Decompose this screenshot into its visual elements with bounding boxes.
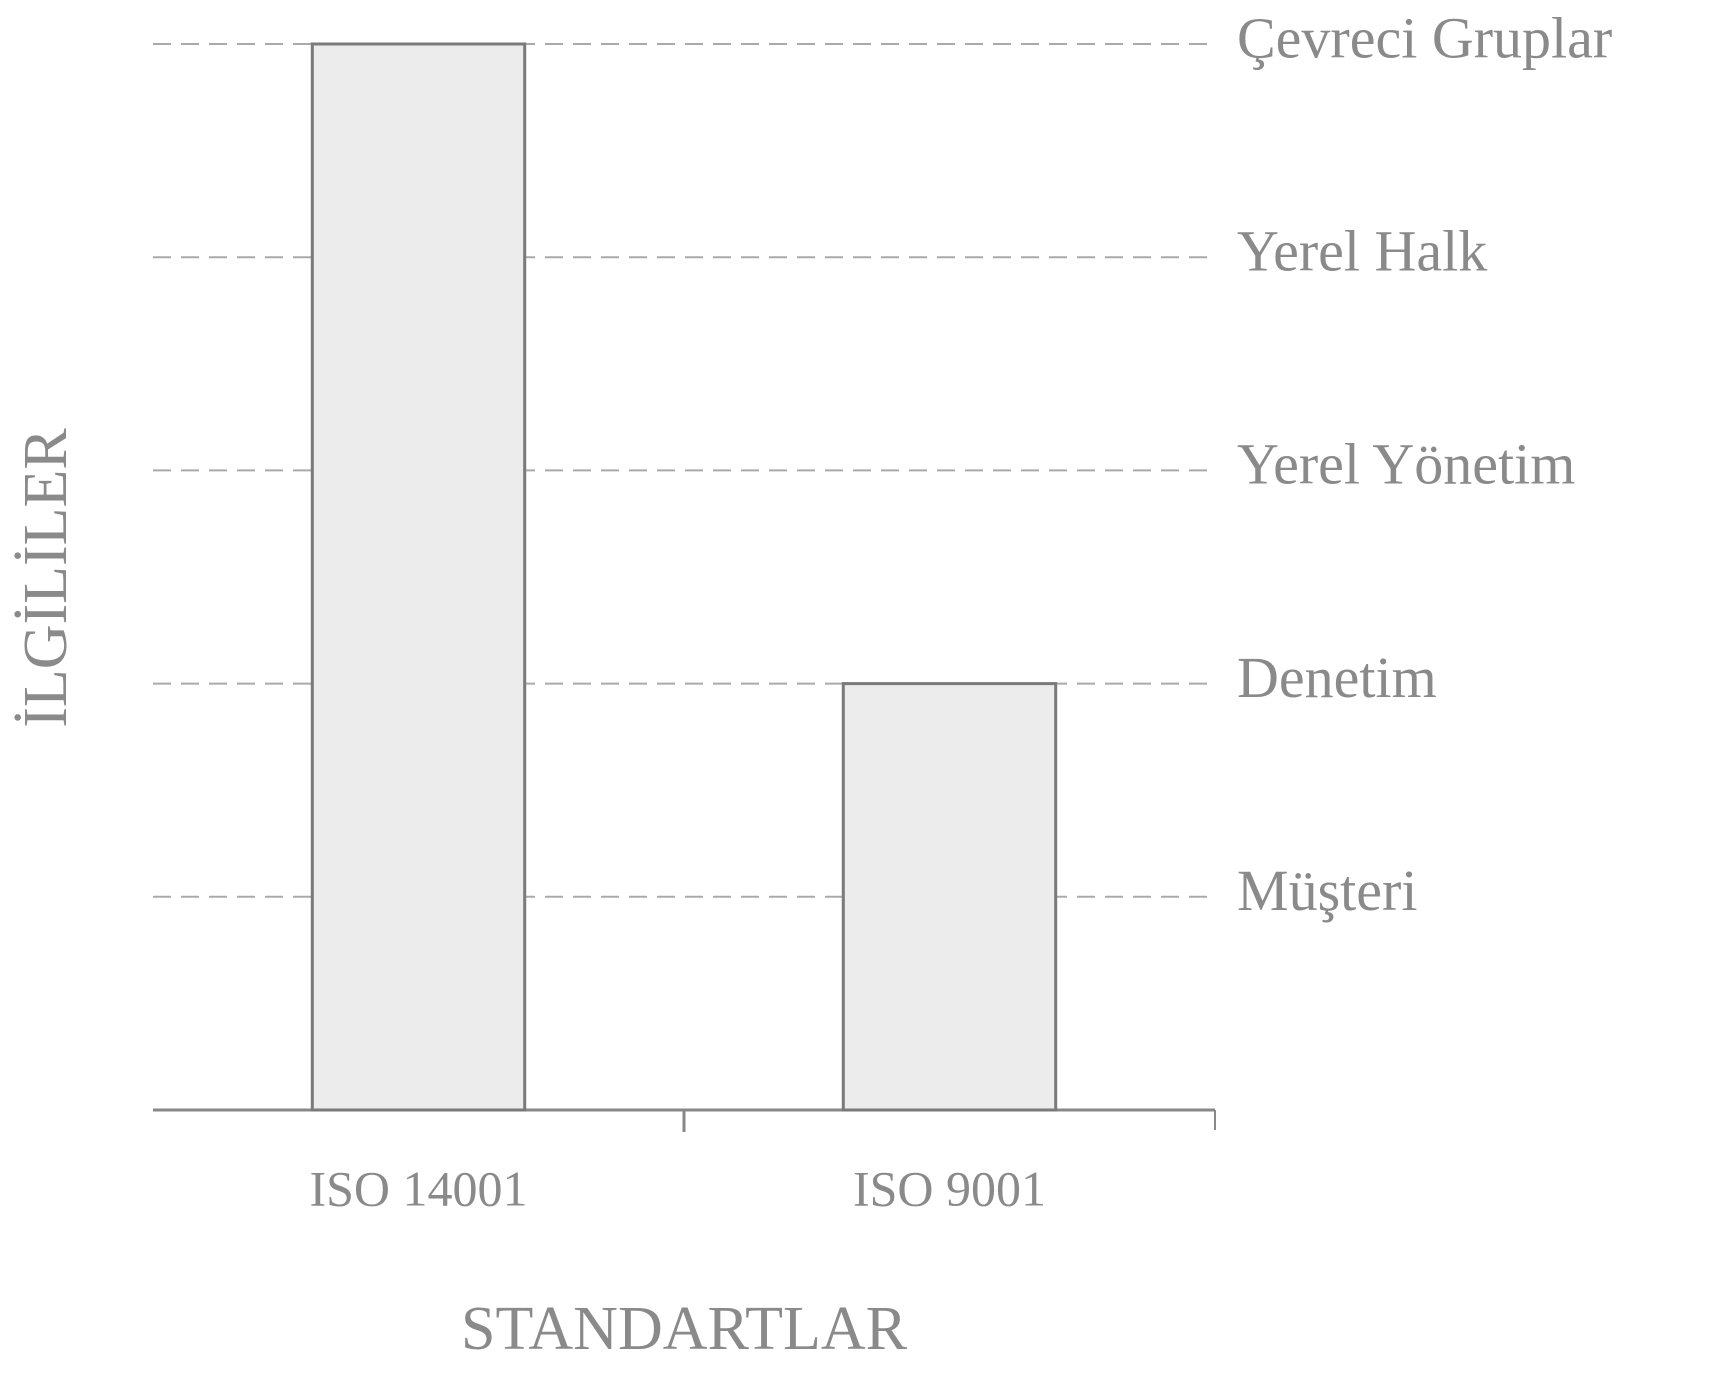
y-tick-label: Çevreci Gruplar [1237,5,1612,70]
y-tick-label: Yerel Yönetim [1237,432,1575,497]
bar [310,42,527,1112]
y-axis-title: İLGİLİLER [12,428,80,728]
x-axis-title: STANDARTLAR [461,1295,908,1363]
bar [841,682,1058,1112]
y-tick-label: Yerel Halk [1237,219,1487,284]
y-tick-label: Denetim [1237,645,1437,710]
x-tick-label: ISO 9001 [853,1160,1046,1216]
x-tick-label: ISO 14001 [309,1160,527,1216]
y-tick-label: Müşteri [1237,858,1417,923]
